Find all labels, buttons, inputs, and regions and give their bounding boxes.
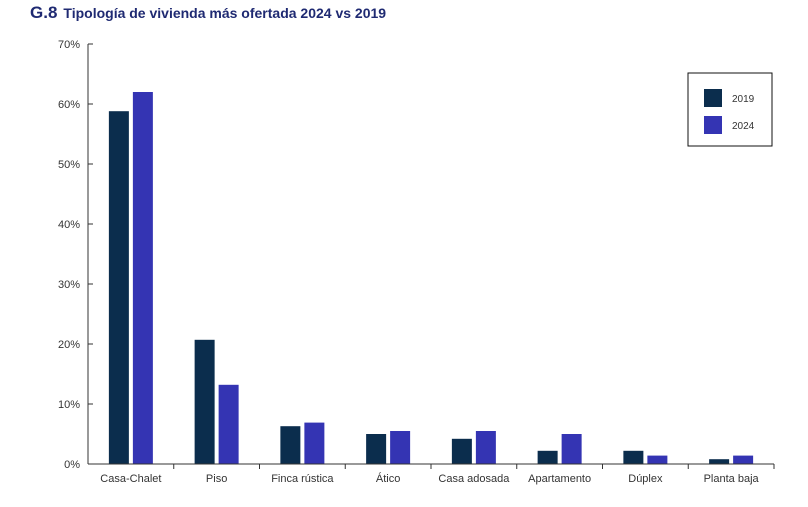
bar-2019-7 xyxy=(623,450,644,464)
x-tick-label: Finca rústica xyxy=(271,473,334,485)
bar-2024-8 xyxy=(733,455,754,464)
y-tick-label: 10% xyxy=(58,399,80,411)
bar-2024-6 xyxy=(561,434,582,464)
x-tick-label: Dúplex xyxy=(628,473,663,485)
legend-box xyxy=(687,72,773,147)
y-axis: 0% 10% 20% 30% 40% 50% 60% 70% xyxy=(58,39,93,471)
x-tick-label: Piso xyxy=(206,473,227,485)
bars-group xyxy=(108,92,754,464)
y-tick-label: 60% xyxy=(58,99,80,111)
legend-label-2024: 2024 xyxy=(732,121,755,132)
bar-2019-3 xyxy=(280,426,301,464)
bar-2024-7 xyxy=(647,455,668,464)
bar-2024-1 xyxy=(132,92,153,464)
bar-2019-5 xyxy=(451,438,472,464)
legend: 2019 2024 xyxy=(687,72,773,147)
x-tick-label: Ático xyxy=(376,472,400,485)
y-tick-label: 70% xyxy=(58,39,80,51)
x-tick-label: Casa-Chalet xyxy=(100,473,161,485)
figure-title: Tipología de vivienda más ofertada 2024 … xyxy=(63,5,387,21)
bar-2024-3 xyxy=(304,422,325,464)
bar-2024-4 xyxy=(390,431,411,464)
bar-2019-2 xyxy=(194,339,215,464)
bar-2019-6 xyxy=(537,450,558,464)
figure-code: G.8 xyxy=(30,3,58,22)
y-tick-label: 30% xyxy=(58,279,80,291)
bar-2019-4 xyxy=(366,434,387,464)
legend-swatch-2019 xyxy=(704,89,722,107)
y-tick-label: 20% xyxy=(58,339,80,351)
y-tick-label: 0% xyxy=(64,459,80,471)
x-tick-label: Planta baja xyxy=(704,473,760,485)
bar-2019-1 xyxy=(108,111,129,464)
y-tick-label: 50% xyxy=(58,159,80,171)
legend-swatch-2024 xyxy=(704,116,722,134)
x-tick-label: Casa adosada xyxy=(438,473,510,485)
bar-2019-8 xyxy=(709,459,730,464)
y-tick-label: 40% xyxy=(58,219,80,231)
x-axis: Casa-Chalet Piso Finca rústica Ático Casa ad… xyxy=(88,463,775,485)
bar-2024-5 xyxy=(475,431,496,464)
bar-2024-2 xyxy=(218,384,239,464)
legend-label-2019: 2019 xyxy=(732,94,755,105)
x-tick-label: Apartamento xyxy=(528,473,591,485)
chart-title: G.8 Tipología de vivienda más ofertada 20… xyxy=(30,3,386,23)
